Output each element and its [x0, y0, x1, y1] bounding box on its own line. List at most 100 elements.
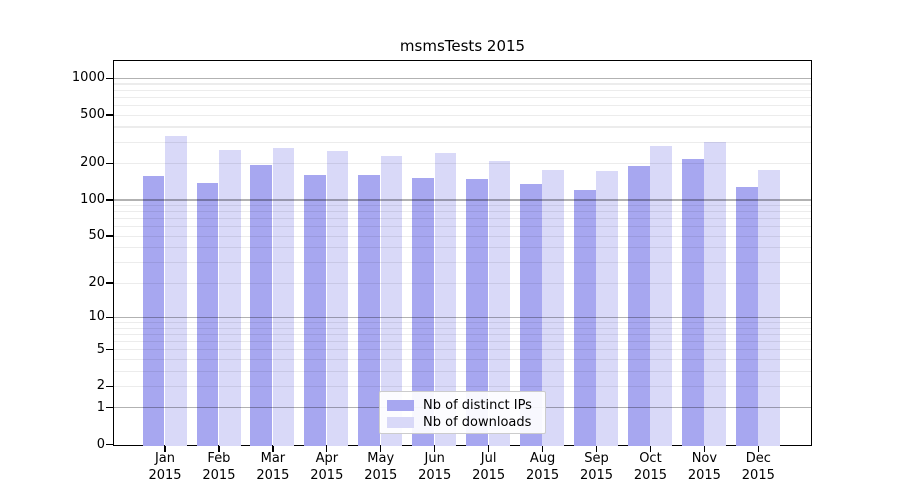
- x-tick-label: Dec 2015: [741, 451, 775, 483]
- bar-downloads-mar-2015: [272, 147, 295, 446]
- x-tick-mark: [272, 446, 274, 452]
- legend-swatch-distinct-ips: [387, 399, 414, 411]
- x-tick-mark: [380, 446, 382, 452]
- x-tick-mark: [487, 446, 490, 452]
- x-tick-mark: [164, 446, 166, 452]
- x-tick-mark: [326, 446, 328, 452]
- bar-distinct-ips-apr-2015: [304, 174, 327, 446]
- y-tick-label: 1: [96, 399, 105, 415]
- gridline-minor: [114, 211, 811, 213]
- y-tick-mark: [105, 235, 113, 237]
- bar-downloads-oct-2015: [650, 145, 673, 446]
- bar-downloads-nov-2015: [704, 142, 726, 446]
- bar-distinct-ips-feb-2015: [196, 183, 219, 446]
- gridline-minor: [114, 235, 811, 237]
- y-tick-label: 0: [96, 436, 105, 452]
- x-tick-label: Apr 2015: [310, 451, 344, 483]
- plot-area: [113, 60, 812, 446]
- legend-label-downloads: Nb of downloads: [423, 414, 532, 430]
- x-tick-mark: [703, 446, 706, 452]
- gridline-minor: [114, 89, 811, 91]
- bar-distinct-ips-may-2015: [358, 175, 381, 446]
- y-tick-mark: [105, 385, 113, 387]
- gridline-major: [114, 199, 811, 201]
- bar-downloads-apr-2015: [326, 150, 349, 446]
- y-tick-mark: [105, 77, 113, 79]
- bar-downloads-jul-2015: [488, 160, 511, 446]
- gridline-minor: [114, 83, 811, 85]
- y-tick-label: 500: [80, 107, 105, 123]
- y-tick-label: 1000: [71, 70, 105, 86]
- legend-item-distinct-ips: Nb of distinct IPs: [387, 397, 545, 413]
- x-tick-mark: [649, 446, 652, 452]
- bar-distinct-ips-oct-2015: [628, 165, 650, 446]
- gridline-minor: [114, 282, 811, 284]
- x-tick-label: Sep 2015: [579, 451, 614, 483]
- bars-layer: [114, 61, 811, 446]
- y-tick-label: 2: [96, 378, 105, 394]
- gridline-minor: [114, 162, 811, 165]
- y-tick-mark: [105, 162, 113, 165]
- x-tick-label: Jan 2015: [148, 451, 182, 483]
- y-tick-mark: [105, 316, 113, 319]
- gridline-minor: [114, 204, 811, 207]
- bar-downloads-sep-2015: [596, 171, 619, 446]
- gridline-minor: [114, 349, 811, 351]
- gridline-minor: [114, 327, 811, 329]
- y-tick-label: 10: [88, 309, 105, 325]
- gridline-minor: [114, 141, 811, 143]
- gridline-minor: [114, 114, 811, 116]
- x-tick-mark: [541, 446, 544, 452]
- x-tick-label: Jun 2015: [418, 451, 452, 483]
- legend-item-downloads: Nb of downloads: [387, 414, 545, 430]
- x-tick-label: Feb 2015: [202, 451, 236, 483]
- y-tick-mark: [105, 443, 113, 446]
- gridline-minor: [114, 358, 811, 360]
- y-tick-mark: [105, 407, 113, 409]
- y-tick-label: 100: [80, 191, 105, 207]
- y-tick-label: 50: [88, 228, 105, 244]
- x-tick-label: Jul 2015: [472, 451, 506, 483]
- y-tick-mark: [105, 348, 113, 351]
- gridline-minor: [114, 218, 811, 220]
- gridline-minor: [114, 226, 811, 228]
- bar-downloads-feb-2015: [218, 149, 241, 446]
- grid-layer: [114, 61, 811, 445]
- gridline-minor: [114, 126, 811, 128]
- chart-title: msmsTests 2015: [399, 37, 526, 55]
- gridline-minor: [114, 370, 811, 372]
- gridline-minor: [114, 247, 811, 249]
- gridline-minor: [114, 96, 811, 98]
- x-tick-label: May 2015: [364, 451, 398, 483]
- x-tick-label: Nov 2015: [687, 451, 721, 483]
- bar-distinct-ips-aug-2015: [520, 184, 542, 446]
- gridline-major: [114, 316, 811, 319]
- legend: Nb of distinct IPs Nb of downloads: [379, 391, 546, 434]
- y-tick-mark: [105, 282, 113, 284]
- gridline-major: [114, 77, 811, 80]
- x-tick-label: Oct 2015: [633, 451, 667, 483]
- bar-distinct-ips-dec-2015: [735, 187, 758, 446]
- y-tick-mark: [105, 199, 113, 201]
- y-tick-label: 5: [96, 341, 105, 357]
- bar-downloads-may-2015: [380, 156, 403, 446]
- bar-distinct-ips-nov-2015: [682, 159, 704, 446]
- bar-distinct-ips-jun-2015: [412, 178, 434, 446]
- x-tick-label: Mar 2015: [256, 451, 290, 483]
- x-tick-mark: [218, 446, 220, 452]
- x-tick-mark: [757, 446, 759, 452]
- bar-distinct-ips-jan-2015: [142, 176, 165, 446]
- y-tick-label: 200: [80, 155, 105, 171]
- gridline-minor: [114, 340, 811, 343]
- legend-label-distinct-ips: Nb of distinct IPs: [423, 397, 532, 413]
- bar-downloads-dec-2015: [758, 169, 780, 446]
- x-tick-label: Aug 2015: [526, 451, 560, 483]
- gridline-minor: [114, 385, 811, 387]
- bar-distinct-ips-mar-2015: [250, 165, 273, 446]
- bar-distinct-ips-jul-2015: [466, 178, 488, 446]
- bar-downloads-jun-2015: [434, 152, 457, 446]
- x-tick-mark: [595, 446, 598, 452]
- x-tick-mark: [434, 446, 436, 452]
- bar-distinct-ips-sep-2015: [574, 189, 596, 446]
